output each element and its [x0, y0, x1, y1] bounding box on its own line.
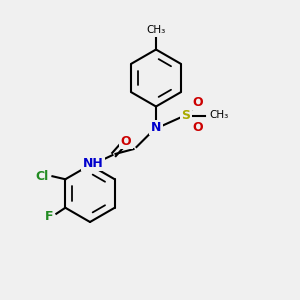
Text: CH₃: CH₃: [146, 26, 166, 35]
Text: F: F: [45, 210, 53, 223]
Text: O: O: [121, 134, 131, 148]
Text: O: O: [193, 121, 203, 134]
Text: Cl: Cl: [36, 170, 49, 183]
Text: NH: NH: [82, 157, 103, 170]
Text: N: N: [151, 121, 161, 134]
Text: S: S: [182, 109, 190, 122]
Text: O: O: [193, 95, 203, 109]
Text: CH₃: CH₃: [209, 110, 228, 121]
